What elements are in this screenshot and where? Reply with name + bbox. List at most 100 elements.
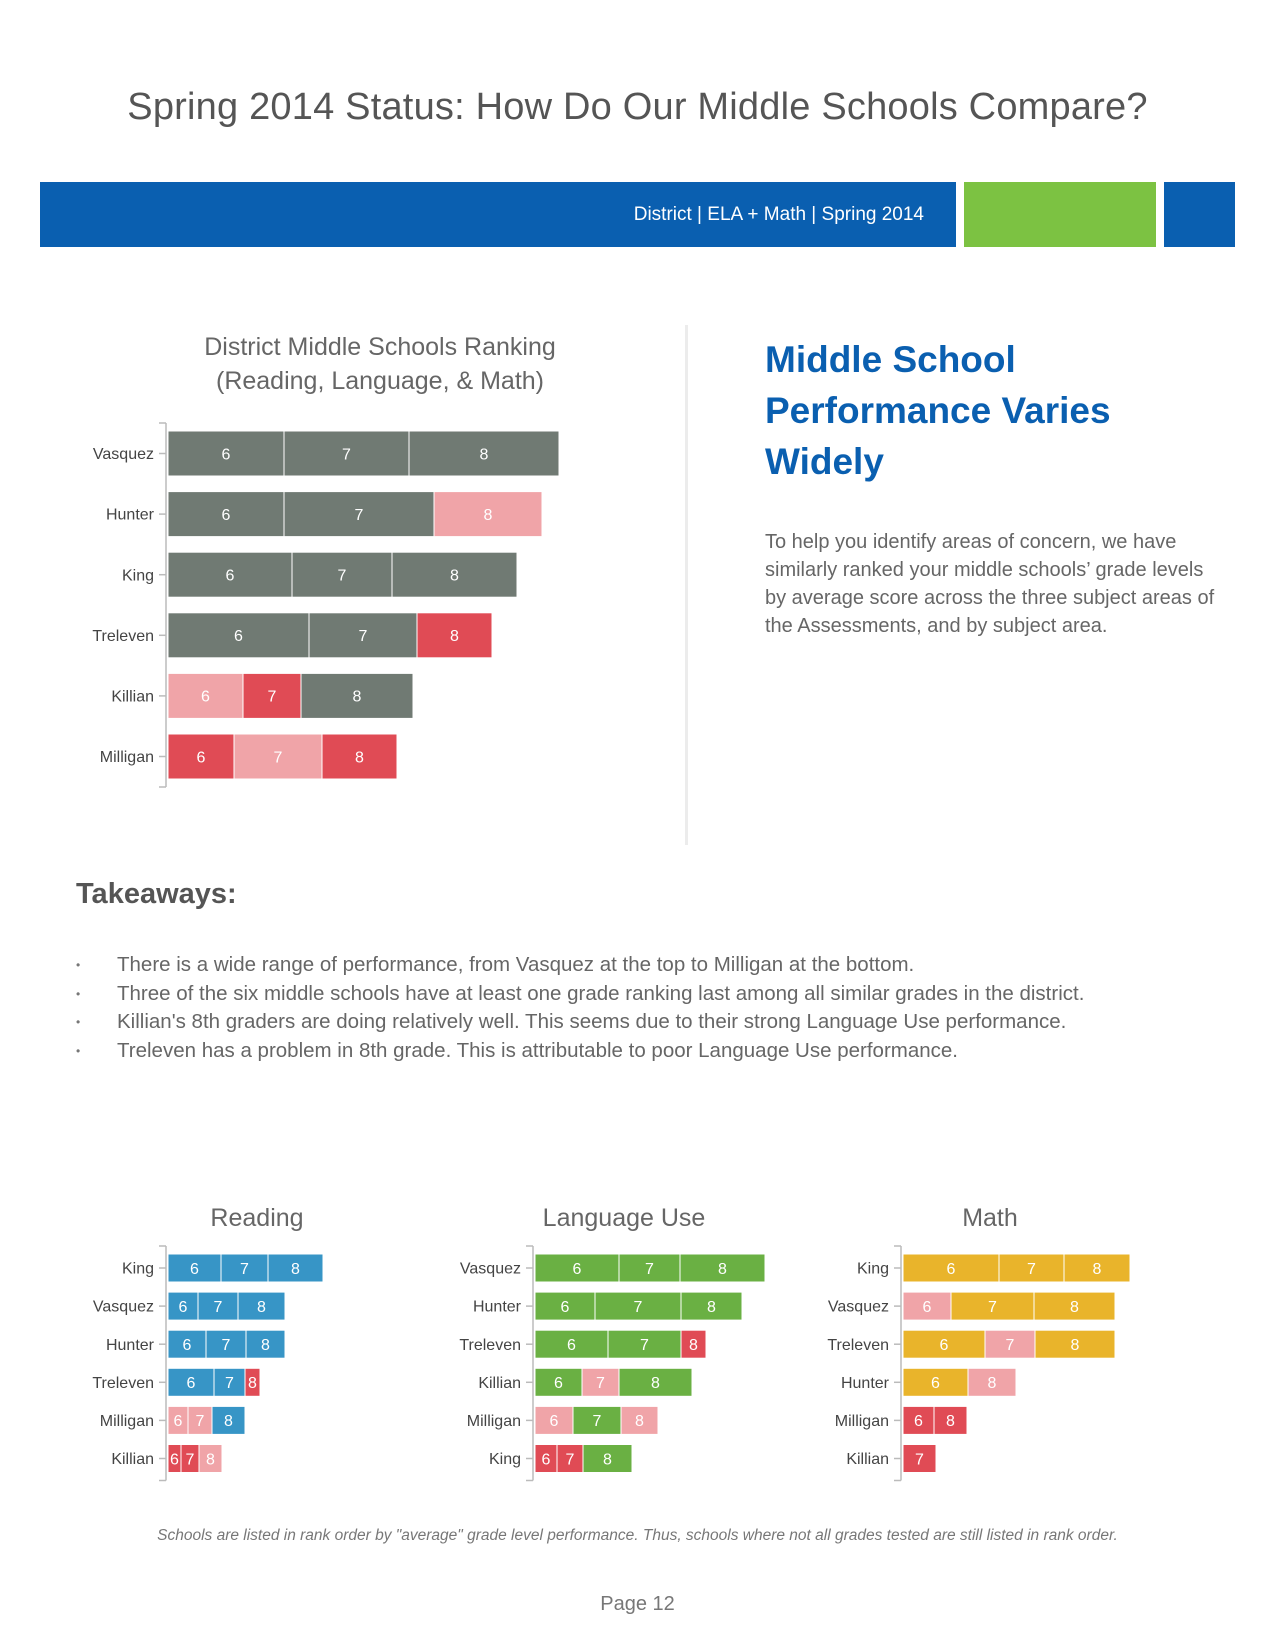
- bar-segment: [300, 672, 414, 719]
- segment-label: 8: [603, 1451, 612, 1468]
- segment-label: 7: [196, 1413, 205, 1430]
- segment-label: 8: [261, 1337, 270, 1354]
- bar-segment: [534, 1253, 620, 1283]
- segment-label: 6: [542, 1451, 551, 1468]
- category-label: Treleven: [92, 628, 154, 645]
- segment-label: 6: [931, 1375, 940, 1392]
- segment-label: 6: [550, 1413, 559, 1430]
- category-label: Vasquez: [460, 1261, 521, 1278]
- main-chart-title-block: District Middle Schools Ranking (Reading…: [130, 330, 630, 398]
- bar-segment: [1063, 1253, 1131, 1283]
- category-label: Milligan: [835, 1413, 889, 1430]
- bar-segment: [267, 1253, 324, 1283]
- segment-label: 7: [359, 628, 368, 645]
- bar-segment: [680, 1291, 743, 1321]
- segment-label: 7: [225, 1375, 234, 1392]
- category-label: Hunter: [841, 1375, 890, 1392]
- bar-segment: [291, 551, 393, 598]
- chart-title: Math: [962, 1204, 1018, 1232]
- takeaway-item: There is a wide range of performance, fr…: [76, 951, 1226, 980]
- segment-label: 6: [179, 1299, 188, 1316]
- segment-label: 6: [567, 1337, 576, 1354]
- vertical-divider: [685, 325, 688, 845]
- category-label: King: [122, 1261, 154, 1278]
- segment-label: 7: [640, 1337, 649, 1354]
- segment-label: 7: [634, 1299, 643, 1316]
- segment-label: 7: [214, 1299, 223, 1316]
- category-label: Vasquez: [93, 1299, 154, 1316]
- category-label: Killian: [111, 689, 154, 706]
- segment-label: 8: [484, 507, 493, 524]
- bar-segment: [998, 1253, 1065, 1283]
- bar-segment: [233, 733, 323, 780]
- bar-segment: [244, 1367, 261, 1397]
- bar-segment: [902, 1444, 937, 1473]
- page-title: Spring 2014 Status: How Do Our Middle Sc…: [127, 86, 1148, 128]
- banner-blue-block: [1164, 182, 1235, 247]
- category-label: Treleven: [92, 1375, 154, 1392]
- segment-label: 6: [573, 1261, 582, 1278]
- bar-segment: [902, 1291, 952, 1321]
- bar-segment: [167, 491, 285, 538]
- segment-label: 7: [274, 749, 283, 766]
- category-label: King: [489, 1451, 521, 1468]
- category-label: Hunter: [106, 507, 155, 524]
- segment-label: 7: [222, 1337, 231, 1354]
- segment-label: 6: [234, 628, 243, 645]
- segment-label: 8: [206, 1451, 215, 1468]
- bar-segment: [167, 1329, 207, 1359]
- chart-title: Language Use: [543, 1204, 706, 1232]
- segment-label: 8: [450, 628, 459, 645]
- bar-segment: [581, 1367, 620, 1397]
- category-label: Hunter: [106, 1337, 155, 1354]
- category-label: Vasquez: [828, 1299, 889, 1316]
- segment-label: 8: [257, 1299, 266, 1316]
- segment-label: 6: [197, 749, 206, 766]
- segment-label: 8: [353, 689, 362, 706]
- side-paragraph: To help you identify areas of concern, w…: [765, 531, 1215, 637]
- segment-label: 6: [222, 446, 231, 463]
- bar-segment: [211, 1405, 246, 1435]
- bar-segment: [245, 1329, 286, 1359]
- segment-label: 7: [988, 1299, 997, 1316]
- bar-segment: [582, 1444, 633, 1473]
- bar-segment: [534, 1329, 609, 1359]
- segment-label: 6: [174, 1413, 183, 1430]
- bar-segment: [680, 1329, 707, 1359]
- segment-label: 7: [186, 1451, 195, 1468]
- category-label: King: [857, 1261, 889, 1278]
- segment-label: 8: [689, 1337, 698, 1354]
- segment-label: 7: [338, 567, 347, 584]
- bar-segment: [220, 1253, 269, 1283]
- chart-title: Reading: [210, 1204, 303, 1232]
- segment-label: 8: [946, 1413, 955, 1430]
- bar-segment: [594, 1291, 682, 1321]
- bar-segment: [391, 551, 518, 598]
- segment-label: 6: [190, 1261, 199, 1278]
- segment-label: 8: [1071, 1337, 1080, 1354]
- page-number: Page 12: [600, 1593, 675, 1615]
- category-label: Hunter: [473, 1299, 522, 1316]
- segment-label: 6: [201, 689, 210, 706]
- bar-segment: [205, 1329, 247, 1359]
- bar-segment: [167, 430, 285, 477]
- segment-label: 8: [988, 1375, 997, 1392]
- segment-label: 6: [914, 1413, 923, 1430]
- segment-label: 8: [355, 749, 364, 766]
- bar-segment: [167, 1253, 222, 1283]
- segment-label: 8: [248, 1375, 257, 1392]
- bar-segment: [167, 551, 293, 598]
- segment-label: 8: [224, 1413, 233, 1430]
- bar-segment: [283, 430, 410, 477]
- segment-label: 8: [1093, 1261, 1102, 1278]
- segment-label: 8: [291, 1261, 300, 1278]
- segment-label: 7: [1006, 1337, 1015, 1354]
- bar-segment: [933, 1405, 968, 1435]
- bar-segment: [618, 1367, 693, 1397]
- segment-label: 6: [170, 1451, 179, 1468]
- takeaway-item: Killian's 8th graders are doing relative…: [76, 1008, 1226, 1037]
- segment-label: 7: [596, 1375, 605, 1392]
- bar-segment: [950, 1291, 1035, 1321]
- bar-segment: [1033, 1291, 1116, 1321]
